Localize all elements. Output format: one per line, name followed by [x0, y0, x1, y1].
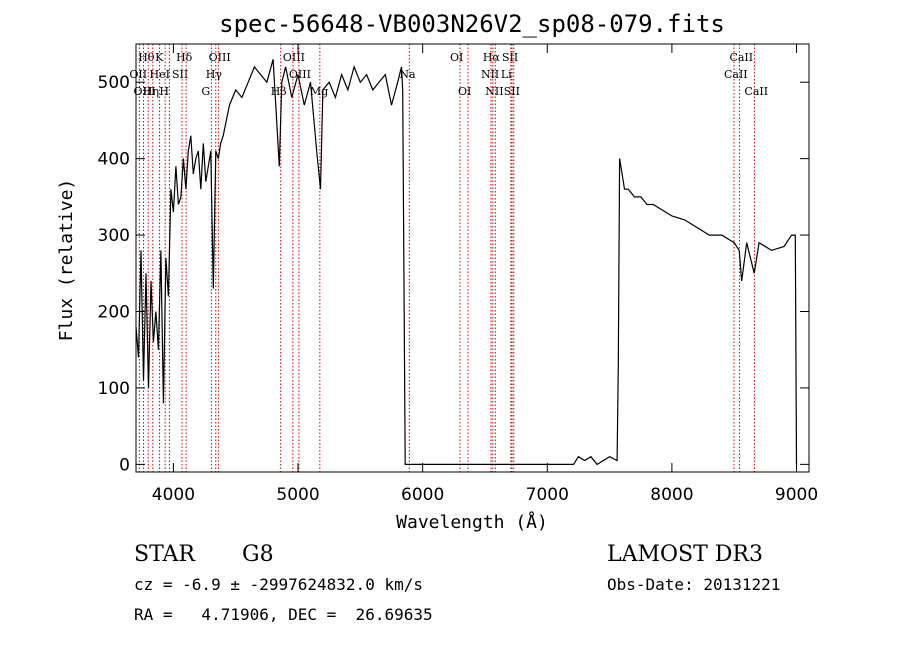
x-tick-label: 6000 — [401, 485, 444, 505]
y-tick-label: 300 — [98, 226, 130, 246]
spectrum-line — [135, 59, 798, 466]
x-tick-label: 4000 — [152, 485, 195, 505]
spectral-line-label: Hβ — [271, 85, 287, 98]
chart-title: spec-56648-VB003N26V2_sp08-079.fits — [219, 10, 725, 38]
spectral-line-label: Hδ — [176, 51, 193, 64]
spectral-line-label: OI — [458, 85, 471, 98]
spectral-line-label: Hη — [143, 85, 159, 98]
spectral-line-label: OIII — [133, 85, 155, 98]
spectral-line-label: H — [159, 85, 169, 98]
spectral-line-label: Hα — [483, 51, 501, 64]
x-tick-label: 5000 — [276, 485, 319, 505]
spectral-line-label: Na — [399, 68, 416, 81]
spectral-line-label: NII — [481, 68, 499, 81]
y-tick-label: 200 — [98, 303, 130, 323]
y-tick-label: 0 — [119, 455, 130, 475]
velocity-readout: cz = -6.9 ± -2997624832.0 km/s — [134, 575, 423, 594]
x-tick-label: 9000 — [775, 485, 818, 505]
spectrum-series — [135, 59, 798, 466]
spectral-line-label: OIII — [209, 51, 231, 64]
obs-date: Obs-Date: 20131221 — [607, 575, 780, 594]
plot-frame — [135, 43, 810, 473]
spectral-line-label: OIII — [283, 51, 305, 64]
x-tick-label: 8000 — [650, 485, 693, 505]
spectral-line-label: SII — [504, 85, 520, 98]
object-subclass: G8 — [242, 542, 274, 567]
y-tick-label: 500 — [98, 73, 130, 93]
y-tick-label: 400 — [98, 150, 130, 170]
y-axis-label: Flux (relative) — [56, 179, 77, 342]
spectral-line-label: OIII — [289, 68, 311, 81]
spectral-line-label: CaII — [729, 51, 753, 64]
spectral-line-label: G — [201, 85, 210, 98]
spectral-line-label: Hθ — [138, 51, 155, 64]
x-axis-label: Wavelength (Å) — [396, 511, 548, 533]
spectral-line-label: NII — [485, 85, 503, 98]
survey-name: LAMOST DR3 — [607, 542, 763, 567]
axis-ticks: 4000 5000 6000 7000 8000 9000 0 100 200 300 400 500 — [98, 44, 818, 505]
x-tick-label: 7000 — [526, 485, 569, 505]
coordinates-readout: RA = 4.71906, DEC = 26.69635 — [134, 605, 433, 624]
y-tick-label: 100 — [98, 379, 130, 399]
spectral-line-label: Li — [501, 68, 512, 81]
spectral-line-label: CaII — [724, 68, 748, 81]
spectral-line-label: CaII — [744, 85, 768, 98]
spectral-line-label: OI — [450, 51, 463, 64]
object-class: STAR — [134, 542, 196, 567]
spectral-line-label: SII — [502, 51, 518, 64]
spectral-line-label: SII — [172, 68, 188, 81]
spectral-line-label: HeI — [150, 68, 170, 81]
spectral-line-label: K — [155, 51, 164, 64]
spectral-line-label: Hγ — [206, 68, 223, 81]
spectral-line-label: OII — [129, 68, 147, 81]
